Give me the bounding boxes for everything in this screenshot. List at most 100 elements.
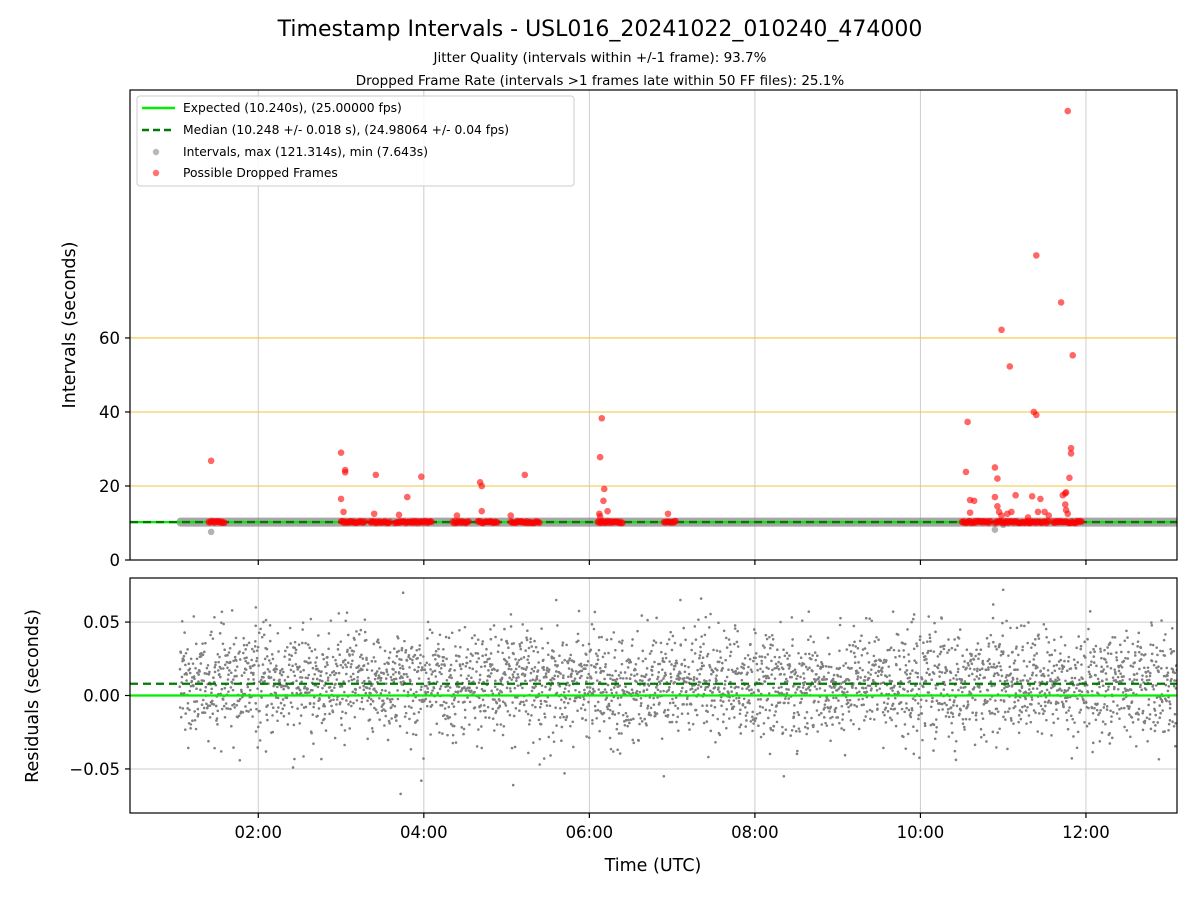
residual-point-1767 <box>668 685 671 689</box>
residual-point-1766 <box>667 638 671 641</box>
residual-point-1826 <box>684 638 687 642</box>
residual-point-1006 <box>457 700 460 704</box>
residual-point-1840 <box>688 728 691 731</box>
residual-point-3062 <box>1026 679 1030 683</box>
bottom-xtick-label-1: 04:00 <box>400 823 448 842</box>
residual-point-3447 <box>1133 661 1137 664</box>
residual-point-1080 <box>477 681 481 684</box>
residual-point-3474 <box>1141 674 1144 677</box>
residual-point-2733 <box>935 699 939 703</box>
residual-point-581 <box>339 640 343 643</box>
residual-point-2023 <box>739 708 742 712</box>
residual-point-1807 <box>679 671 682 675</box>
residual-point-1317 <box>543 712 546 716</box>
residual-point-2583 <box>894 655 897 659</box>
residual-point-2582 <box>893 696 897 700</box>
residual-point-2683 <box>921 685 925 689</box>
residual-point-838 <box>410 645 414 649</box>
residual-point-2573 <box>891 689 894 692</box>
residual-point-1498 <box>593 610 597 614</box>
residual-point-3433 <box>1129 688 1133 691</box>
residual-point-1232 <box>519 700 523 704</box>
residual-point-2702 <box>926 649 930 653</box>
residual-point-514 <box>320 679 324 683</box>
residual-point-3302 <box>1093 650 1096 653</box>
residual-point-564 <box>334 671 338 675</box>
residual-point-3251 <box>1079 647 1083 651</box>
residual-point-1293 <box>536 650 540 654</box>
residual-point-1569 <box>613 656 616 659</box>
residual-point-2259 <box>804 652 807 656</box>
residual-point-659 <box>361 668 364 672</box>
residual-point-1547 <box>607 651 610 655</box>
residual-point-792 <box>397 672 401 675</box>
residual-point-186 <box>229 671 233 675</box>
residual-point-137 <box>216 709 220 713</box>
residual-point-2173 <box>780 692 784 695</box>
residual-point-3118 <box>1042 623 1046 626</box>
residual-point-170 <box>225 660 229 664</box>
residual-point-3094 <box>1035 687 1039 690</box>
residual-point-2209 <box>790 616 794 619</box>
residual-point-3351 <box>1106 652 1110 655</box>
residual-point-2436 <box>853 703 856 707</box>
residual-point-2329 <box>823 689 827 692</box>
residual-point-2307 <box>817 676 821 679</box>
residual-point-166 <box>224 654 227 657</box>
residual-point-617 <box>349 665 353 669</box>
residual-point-163 <box>223 686 227 690</box>
residual-point-1901 <box>705 679 708 683</box>
residual-point-1877 <box>698 654 702 657</box>
residual-point-2130 <box>768 752 772 756</box>
residual-point-2258 <box>803 725 807 729</box>
residual-point-172 <box>226 666 229 670</box>
residual-point-1923 <box>711 691 714 694</box>
residual-point-2310 <box>818 687 822 690</box>
residual-point-790 <box>397 649 400 653</box>
residual-point-1260 <box>527 661 531 665</box>
residual-point-931 <box>436 691 440 695</box>
residual-point-300 <box>261 663 265 666</box>
residual-point-3154 <box>1052 721 1056 725</box>
residual-point-3590 <box>1173 679 1176 682</box>
residual-point-2105 <box>761 670 765 674</box>
residual-point-3424 <box>1127 650 1130 654</box>
residual-point-1255 <box>526 629 529 633</box>
residual-point-115 <box>210 630 213 634</box>
residual-point-444 <box>301 628 304 631</box>
residual-point-1119 <box>488 675 492 678</box>
residual-point-803 <box>400 646 404 650</box>
residual-point-727 <box>379 671 383 674</box>
residual-point-2123 <box>766 697 770 701</box>
residual-point-1697 <box>648 696 652 699</box>
residual-point-869 <box>419 653 422 657</box>
residual-point-40 <box>189 723 193 726</box>
residual-point-1431 <box>574 696 578 700</box>
residual-point-104 <box>207 739 210 743</box>
residual-point-1423 <box>572 660 576 663</box>
residual-point-2036 <box>742 667 746 670</box>
residual-point-1864 <box>694 708 698 712</box>
residual-point-746 <box>384 677 388 680</box>
residual-point-309 <box>263 657 267 661</box>
residual-point-1856 <box>692 678 696 682</box>
residual-point-374 <box>282 670 285 674</box>
residual-point-3191 <box>1062 665 1066 669</box>
residual-point-3122 <box>1043 692 1047 695</box>
residual-point-2852 <box>968 667 972 670</box>
residual-point-3410 <box>1123 725 1126 729</box>
residual-point-260 <box>250 658 253 662</box>
residual-point-44 <box>190 679 194 683</box>
residual-point-2613 <box>902 649 905 652</box>
residual-point-1175 <box>504 673 507 676</box>
residual-point-1281 <box>533 639 536 643</box>
residual-point-3522 <box>1154 713 1158 717</box>
residual-point-3135 <box>1047 674 1050 677</box>
residual-point-977 <box>449 667 452 671</box>
residual-point-1058 <box>471 667 475 671</box>
residual-point-2193 <box>786 679 789 683</box>
residual-point-319 <box>266 667 270 671</box>
bottom-ytick-label-1: 0.00 <box>83 687 120 706</box>
residual-point-1357 <box>554 706 557 709</box>
residual-point-103 <box>206 704 210 707</box>
